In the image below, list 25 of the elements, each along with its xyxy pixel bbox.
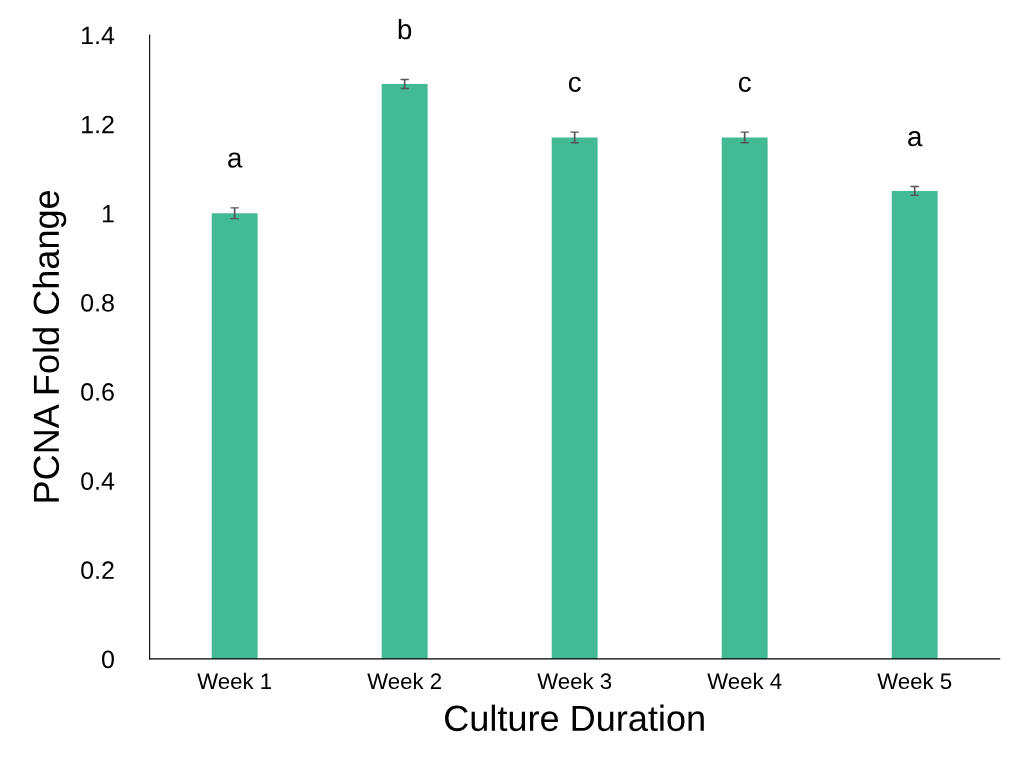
y-tick-label: 1.2 [82, 115, 114, 134]
y-tick-label: 1.4 [82, 26, 115, 45]
x-tick-label: Week 1 [197, 672, 272, 690]
annotation: c [568, 76, 581, 92]
bar [211, 213, 258, 659]
x-tick-label: Week 3 [537, 672, 612, 690]
x-tick-label: Week 4 [707, 672, 782, 690]
bar [891, 190, 938, 659]
bar [381, 83, 428, 659]
y-tick-label: 0.8 [81, 293, 114, 312]
y-tick-label: 0.4 [81, 472, 115, 490]
x-axis-title: Culture Duration [445, 704, 704, 732]
annotation: a [908, 131, 923, 147]
annotation: b [398, 18, 412, 40]
y-tick-label: 1 [102, 205, 114, 223]
y-tick-label: 0.2 [81, 561, 114, 580]
y-tick-label: 0.6 [81, 383, 114, 401]
x-tick-label: Week 2 [367, 672, 442, 690]
bar [721, 137, 768, 659]
y-tick-label: 0 [102, 650, 114, 669]
y-axis-title: PCNA Fold Change [32, 190, 67, 502]
x-tick-label: Week 5 [877, 672, 952, 690]
annotation: a [228, 152, 243, 168]
annotation: c [738, 76, 751, 92]
bar [551, 137, 598, 659]
